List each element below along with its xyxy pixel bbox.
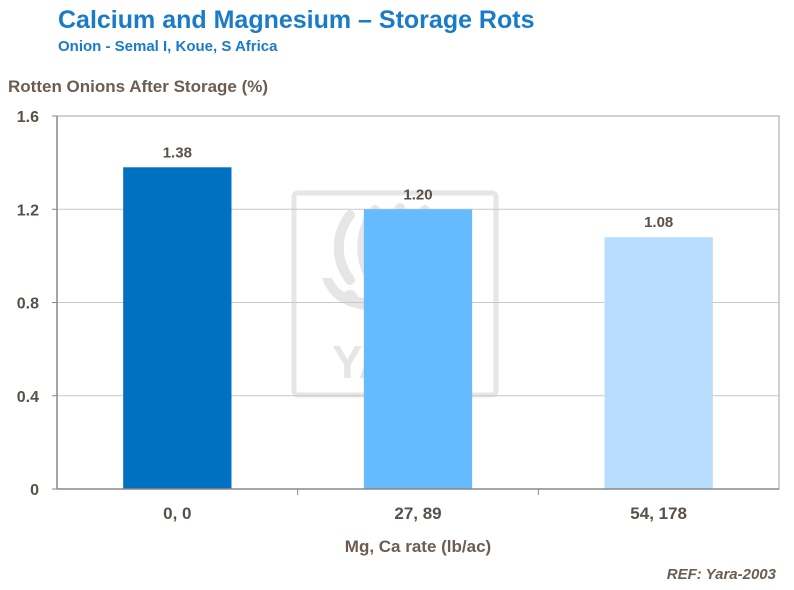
y-tick-label: 1.2 (17, 202, 39, 219)
bar (604, 237, 713, 489)
y-tick-label: 0.8 (17, 296, 39, 313)
reference-note: REF: Yara-2003 (666, 566, 776, 583)
y-axis-label: Rotten Onions After Storage (%) (8, 77, 269, 96)
x-tick-label: 27, 89 (394, 504, 441, 523)
x-tick-label: 0, 0 (163, 504, 191, 523)
y-tick-label: 0 (30, 482, 39, 499)
chart-title: Calcium and Magnesium – Storage Rots (58, 6, 535, 34)
data-label: 1.20 (403, 186, 432, 203)
axes (52, 115, 779, 495)
bars (123, 167, 713, 489)
chart-subtitle: Onion - Semal I, Koue, S Africa (58, 38, 278, 55)
y-tick-label: 1.6 (17, 109, 39, 126)
bar (123, 167, 232, 489)
bar (363, 209, 473, 489)
labels: 0 0.4 0.8 1.2 1.6 1.38 0, 0 1.20 27, 89 1.08 54, 1… (17, 109, 687, 523)
x-axis-label: Mg, Ca rate (lb/ac) (345, 537, 491, 556)
data-label: 1.38 (163, 144, 192, 161)
data-label: 1.08 (644, 214, 673, 231)
y-tick-label: 0.4 (17, 389, 39, 406)
x-tick-label: 54, 178 (630, 504, 687, 523)
